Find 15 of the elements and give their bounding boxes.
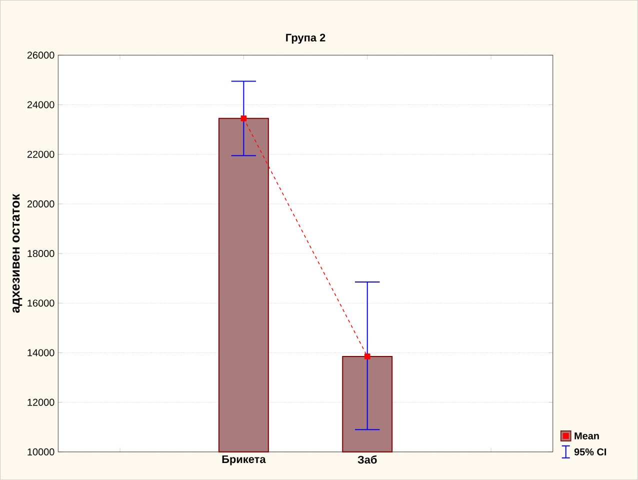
y-tick-label: 22000 <box>27 150 54 158</box>
legend-label: Mean <box>574 432 599 440</box>
y-tick-label: 16000 <box>28 300 54 307</box>
y-tick-label: 14000 <box>28 349 54 356</box>
y-tick-label: 20000 <box>27 200 54 208</box>
y-tick-label: 26000 <box>27 52 54 59</box>
x-tick-label: Заб <box>358 455 377 464</box>
y-tick-label: 10000 <box>28 448 54 456</box>
y-tick-label: 18000 <box>28 250 54 258</box>
y-axis-title: адхезивен остаток <box>12 194 22 313</box>
x-tick-label: Брикета <box>222 455 266 466</box>
chart-title: Група 2 <box>286 34 326 44</box>
y-tick-label: 24000 <box>27 101 54 108</box>
y-tick-label: 12000 <box>28 398 54 406</box>
text: 95% CI <box>574 448 606 456</box>
